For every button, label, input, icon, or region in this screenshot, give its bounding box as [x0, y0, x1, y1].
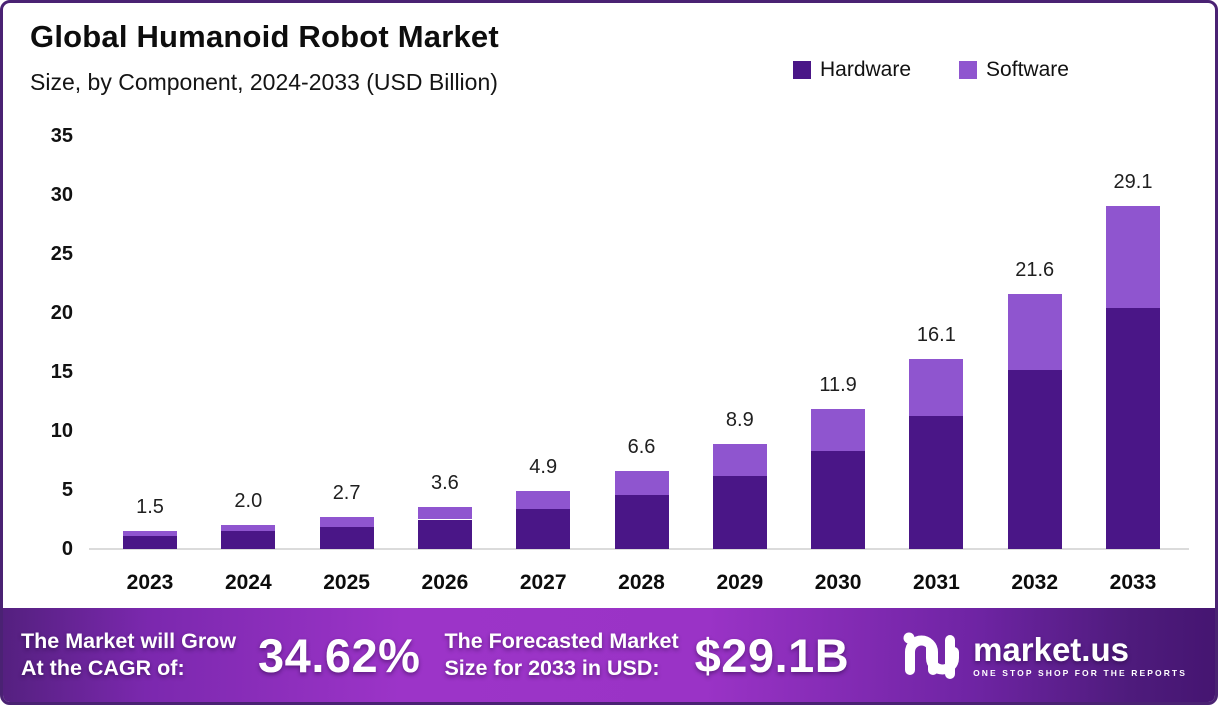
bar-total-label: 4.9: [529, 456, 558, 479]
hardware-bar-segment: [614, 494, 669, 549]
hardware-bar-segment: [123, 536, 177, 549]
brand-name: market.us: [973, 630, 1129, 668]
hardware-bar-segment: [1106, 308, 1160, 549]
y-axis-tick-label: 20: [50, 302, 73, 324]
hardware-bar-segment: [319, 526, 374, 549]
bar-total-label: 29.1: [1113, 170, 1153, 193]
bar-total-label: 16.1: [916, 324, 956, 347]
legend-item-software: Software: [959, 58, 1069, 82]
stacked-bar-chart: 0 5 10 15 20 25 30 35 1.5 2023 2.0 2024 2.7 2025 3.6 20…: [3, 108, 1215, 613]
hardware-bar-segment: [909, 415, 964, 549]
y-axis-tick-label: 30: [50, 184, 73, 206]
y-axis-tick-label: 25: [50, 243, 73, 265]
software-bar-segment: [909, 359, 964, 416]
software-bar-segment: [319, 517, 374, 527]
software-bar-segment: [516, 491, 571, 509]
brand-tagline: ONE STOP SHOP FOR THE REPORTS: [973, 667, 1187, 678]
y-axis-tick-label: 5: [61, 479, 73, 501]
x-axis-year-label: 2023: [126, 571, 174, 594]
bar-total-label: 2.7: [332, 482, 361, 505]
software-bar-segment: [811, 408, 866, 452]
software-bar-segment: [417, 506, 472, 520]
bar-total-label: 2.0: [234, 490, 263, 513]
software-bar-segment: [1007, 294, 1062, 370]
forecast-label: The Forecasted Market Size for 2033 in U…: [444, 628, 678, 682]
x-axis-year-label: 2028: [618, 571, 665, 594]
y-axis-tick-label: 35: [50, 125, 73, 147]
hardware-bar-segment: [417, 519, 472, 549]
forecast-label-line1: The Forecasted Market: [444, 629, 679, 653]
legend-item-hardware: Hardware: [793, 58, 911, 82]
hardware-bar-segment: [516, 508, 571, 549]
bar-total-label: 21.6: [1015, 259, 1055, 282]
x-axis-year-label: 2027: [519, 571, 567, 594]
software-bar-segment: [1106, 205, 1160, 309]
software-bar-segment: [614, 471, 669, 495]
brand-texts: market.us ONE STOP SHOP FOR THE REPORTS: [973, 630, 1187, 678]
x-axis-year-label: 2026: [421, 571, 469, 594]
footer-banner: The Market will Grow At the CAGR of: 34.…: [3, 608, 1215, 702]
market-us-logo-icon: [903, 632, 960, 679]
software-bar-segment: [221, 525, 276, 532]
brand-block: market.us ONE STOP SHOP FOR THE REPORTS: [901, 626, 1187, 684]
bar-total-label: 11.9: [819, 373, 857, 396]
page-title: Global Humanoid Robot Market: [30, 19, 499, 54]
x-axis-year-label: 2031: [913, 571, 960, 594]
forecast-label-line2: Size for 2033 in USD:: [444, 656, 660, 680]
software-bar-segment: [123, 531, 177, 537]
cagr-label-line2: At the CAGR of:: [21, 656, 185, 680]
hardware-bar-segment: [712, 475, 767, 549]
y-axis-tick-label: 10: [50, 420, 73, 442]
bar-total-label: 6.6: [627, 436, 656, 459]
bar-total-label: 1.5: [136, 496, 164, 519]
x-axis-line: [89, 548, 1189, 550]
x-axis-year-label: 2033: [1109, 571, 1157, 594]
x-axis-year-label: 2024: [224, 571, 272, 594]
legend-label-software: Software: [986, 58, 1069, 81]
y-axis-tick-label: 15: [50, 361, 73, 383]
bar-total-label: 3.6: [430, 471, 459, 494]
x-axis-year-label: 2029: [716, 571, 764, 594]
page-subtitle: Size, by Component, 2024-2033 (USD Billi…: [30, 69, 498, 95]
chart-legend: Hardware Software: [793, 58, 1069, 82]
forecast-value: $29.1B: [694, 628, 850, 682]
x-axis-year-label: 2025: [323, 571, 370, 594]
x-axis-year-label: 2030: [814, 571, 862, 594]
software-swatch-icon: [959, 61, 978, 79]
y-axis-tick-label: 0: [61, 538, 73, 560]
hardware-swatch-icon: [793, 61, 811, 79]
cagr-label-line1: The Market will Grow: [21, 629, 237, 653]
x-axis-year-label: 2032: [1011, 571, 1059, 594]
cagr-label: The Market will Grow At the CAGR of:: [21, 628, 236, 682]
legend-label-hardware: Hardware: [820, 58, 912, 81]
cagr-value: 34.62%: [258, 628, 421, 682]
software-bar-segment: [712, 443, 767, 476]
bar-total-label: 8.9: [725, 408, 754, 431]
hardware-bar-segment: [221, 531, 276, 549]
hardware-bar-segment: [811, 451, 866, 549]
hardware-bar-segment: [1007, 369, 1062, 549]
